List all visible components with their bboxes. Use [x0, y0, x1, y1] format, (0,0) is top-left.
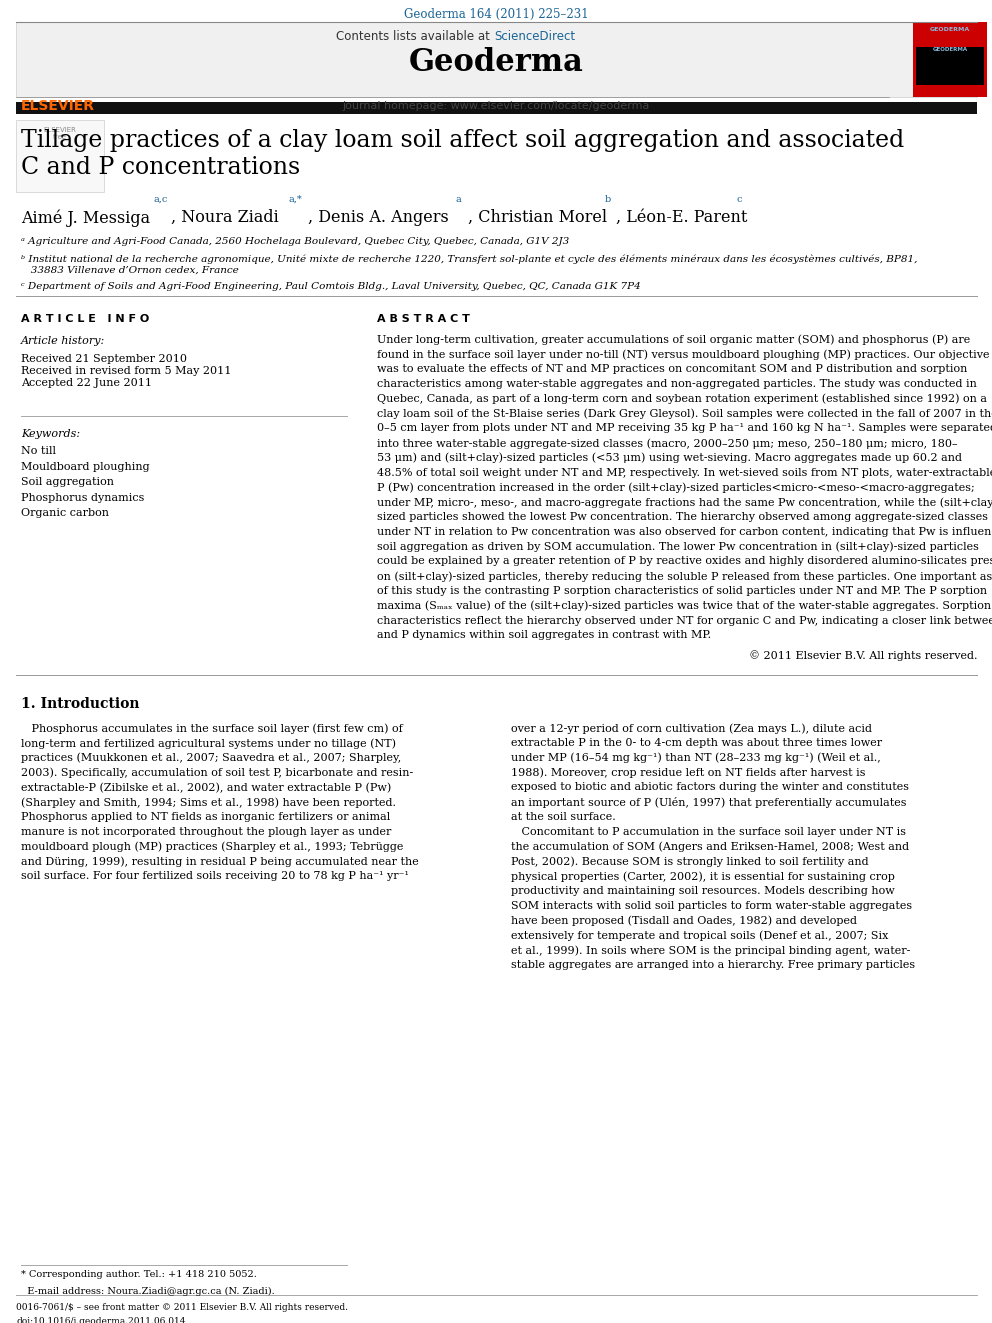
Text: 53 μm) and (silt+clay)-sized particles (<53 μm) using wet-sieving. Macro aggrega: 53 μm) and (silt+clay)-sized particles (…	[377, 452, 962, 463]
Text: Organic carbon: Organic carbon	[21, 508, 109, 519]
Text: GEODERMA: GEODERMA	[930, 26, 970, 32]
Text: Keywords:: Keywords:	[21, 430, 80, 439]
Text: into three water-stable aggregate-sized classes (macro, 2000–250 μm; meso, 250–1: into three water-stable aggregate-sized …	[377, 438, 957, 448]
Bar	[16, 102, 977, 114]
Text: Phosphorus accumulates in the surface soil layer (first few cm) of: Phosphorus accumulates in the surface so…	[21, 724, 403, 734]
Text: extensively for temperate and tropical soils (Denef et al., 2007; Six: extensively for temperate and tropical s…	[511, 930, 888, 941]
Text: soil aggregation as driven by SOM accumulation. The lower Pw concentration in (s: soil aggregation as driven by SOM accumu…	[377, 541, 979, 552]
Text: extractable P in the 0- to 4-cm depth was about three times lower: extractable P in the 0- to 4-cm depth wa…	[511, 738, 882, 747]
Text: ᵃ Agriculture and Agri-Food Canada, 2560 Hochelaga Boulevard, Quebec City, Quebe: ᵃ Agriculture and Agri-Food Canada, 2560…	[21, 237, 569, 246]
Text: Aimé J. Messiga: Aimé J. Messiga	[21, 209, 156, 226]
Text: et al., 1999). In soils where SOM is the principal binding agent, water-: et al., 1999). In soils where SOM is the…	[511, 945, 911, 955]
Text: ELSEVIER: ELSEVIER	[21, 99, 95, 112]
Text: of this study is the contrasting P sorption characteristics of solid particles u: of this study is the contrasting P sorpt…	[377, 586, 987, 595]
Text: on (silt+clay)-sized particles, thereby reducing the soluble P released from the: on (silt+clay)-sized particles, thereby …	[377, 572, 992, 582]
Text: P (Pw) concentration increased in the order (silt+clay)-sized particles<micro-<m: P (Pw) concentration increased in the or…	[377, 483, 975, 493]
Text: Mouldboard ploughing: Mouldboard ploughing	[21, 462, 150, 472]
Text: manure is not incorporated throughout the plough layer as under: manure is not incorporated throughout th…	[21, 827, 392, 837]
Text: doi:10.1016/j.geoderma.2011.06.014: doi:10.1016/j.geoderma.2011.06.014	[16, 1316, 186, 1323]
Text: a,c: a,c	[153, 194, 168, 204]
Text: Tillage practices of a clay loam soil affect soil aggregation and associated
C a: Tillage practices of a clay loam soil af…	[21, 130, 905, 179]
Text: was to evaluate the effects of NT and MP practices on concomitant SOM and P dist: was to evaluate the effects of NT and MP…	[377, 364, 967, 374]
Text: Article history:: Article history:	[21, 336, 105, 347]
Text: c: c	[736, 194, 741, 204]
Text: a: a	[456, 194, 461, 204]
Text: journal homepage: www.elsevier.com/locate/geoderma: journal homepage: www.elsevier.com/locat…	[342, 101, 650, 111]
Text: characteristics reflect the hierarchy observed under NT for organic C and Pw, in: characteristics reflect the hierarchy ob…	[377, 615, 992, 626]
Text: 0–5 cm layer from plots under NT and MP receiving 35 kg P ha⁻¹ and 160 kg N ha⁻¹: 0–5 cm layer from plots under NT and MP …	[377, 423, 992, 433]
Text: a,*: a,*	[288, 194, 302, 204]
Text: © 2011 Elsevier B.V. All rights reserved.: © 2011 Elsevier B.V. All rights reserved…	[749, 650, 977, 662]
Text: , Christian Morel: , Christian Morel	[468, 209, 612, 226]
Bar	[914, 22, 987, 97]
Text: No till: No till	[21, 446, 56, 456]
Text: soil surface. For four fertilized soils receiving 20 to 78 kg P ha⁻¹ yr⁻¹: soil surface. For four fertilized soils …	[21, 872, 409, 881]
Text: over a 12-yr period of corn cultivation (Zea mays L.), dilute acid: over a 12-yr period of corn cultivation …	[511, 724, 872, 734]
Text: Soil aggregation: Soil aggregation	[21, 478, 114, 487]
Text: 0016-7061/$ – see front matter © 2011 Elsevier B.V. All rights reserved.: 0016-7061/$ – see front matter © 2011 El…	[16, 1303, 348, 1312]
Text: Under long-term cultivation, greater accumulations of soil organic matter (SOM) : Under long-term cultivation, greater acc…	[377, 335, 970, 345]
Text: ᵇ Institut national de la recherche agronomique, Unité mixte de recherche 1220, : ᵇ Institut national de la recherche agro…	[21, 255, 918, 275]
Text: * Corresponding author. Tel.: +1 418 210 5052.: * Corresponding author. Tel.: +1 418 210…	[21, 1270, 257, 1279]
Text: (Sharpley and Smith, 1994; Sims et al., 1998) have been reported.: (Sharpley and Smith, 1994; Sims et al., …	[21, 798, 396, 808]
Text: practices (Muukkonen et al., 2007; Saavedra et al., 2007; Sharpley,: practices (Muukkonen et al., 2007; Saave…	[21, 753, 401, 763]
Text: could be explained by a greater retention of P by reactive oxides and highly dis: could be explained by a greater retentio…	[377, 557, 992, 566]
Text: Geoderma: Geoderma	[409, 48, 583, 78]
Text: 2003). Specifically, accumulation of soil test P, bicarbonate and resin-: 2003). Specifically, accumulation of soi…	[21, 767, 414, 778]
Text: under MP, micro-, meso-, and macro-aggregate fractions had the same Pw concentra: under MP, micro-, meso-, and macro-aggre…	[377, 497, 992, 508]
Text: under MP (16–54 mg kg⁻¹) than NT (28–233 mg kg⁻¹) (Weil et al.,: under MP (16–54 mg kg⁻¹) than NT (28–233…	[511, 753, 881, 763]
Bar	[917, 48, 984, 85]
Text: ELSEVIER
tree: ELSEVIER tree	[44, 127, 76, 140]
Text: extractable-P (Zibilske et al., 2002), and water extractable P (Pw): extractable-P (Zibilske et al., 2002), a…	[21, 782, 391, 792]
Bar	[16, 120, 104, 192]
Text: ScienceDirect: ScienceDirect	[494, 30, 575, 44]
Text: at the soil surface.: at the soil surface.	[511, 812, 616, 822]
Text: E-mail address: Noura.Ziadi@agr.gc.ca (N. Ziadi).: E-mail address: Noura.Ziadi@agr.gc.ca (N…	[21, 1287, 275, 1297]
Text: stable aggregates are arranged into a hierarchy. Free primary particles: stable aggregates are arranged into a hi…	[511, 960, 915, 970]
Text: and P dynamics within soil aggregates in contrast with MP.: and P dynamics within soil aggregates in…	[377, 630, 711, 640]
Text: clay loam soil of the St-Blaise series (Dark Grey Gleysol). Soil samples were co: clay loam soil of the St-Blaise series (…	[377, 409, 992, 419]
Text: , Léon-E. Parent: , Léon-E. Parent	[616, 209, 753, 226]
Text: under NT in relation to Pw concentration was also observed for carbon content, i: under NT in relation to Pw concentration…	[377, 527, 992, 537]
Text: , Denis A. Angers: , Denis A. Angers	[308, 209, 454, 226]
Text: A B S T R A C T: A B S T R A C T	[377, 315, 470, 324]
Text: characteristics among water-stable aggregates and non-aggregated particles. The : characteristics among water-stable aggre…	[377, 378, 977, 389]
Text: A R T I C L E   I N F O: A R T I C L E I N F O	[21, 315, 149, 324]
Bar	[16, 22, 977, 97]
Text: Contents lists available at: Contents lists available at	[336, 30, 494, 44]
Text: Phosphorus applied to NT fields as inorganic fertilizers or animal: Phosphorus applied to NT fields as inorg…	[21, 812, 390, 822]
Text: maxima (Sₘₐₓ value) of the (silt+clay)-sized particles was twice that of the wat: maxima (Sₘₐₓ value) of the (silt+clay)-s…	[377, 601, 991, 611]
Text: ᶜ Department of Soils and Agri-Food Engineering, Paul Comtois Bldg., Laval Unive: ᶜ Department of Soils and Agri-Food Engi…	[21, 282, 641, 291]
Text: , Noura Ziadi: , Noura Ziadi	[171, 209, 284, 226]
Text: an important source of P (Ulén, 1997) that preferentially accumulates: an important source of P (Ulén, 1997) th…	[511, 798, 907, 808]
Text: and Düring, 1999), resulting in residual P being accumulated near the: and Düring, 1999), resulting in residual…	[21, 856, 419, 867]
Text: sized particles showed the lowest Pw concentration. The hierarchy observed among: sized particles showed the lowest Pw con…	[377, 512, 988, 523]
Text: Received 21 September 2010
Received in revised form 5 May 2011
Accepted 22 June : Received 21 September 2010 Received in r…	[21, 355, 231, 388]
Text: productivity and maintaining soil resources. Models describing how: productivity and maintaining soil resour…	[511, 886, 895, 896]
Text: Phosphorus dynamics: Phosphorus dynamics	[21, 493, 145, 503]
Text: 1988). Moreover, crop residue left on NT fields after harvest is: 1988). Moreover, crop residue left on NT…	[511, 767, 865, 778]
Text: exposed to biotic and abiotic factors during the winter and constitutes: exposed to biotic and abiotic factors du…	[511, 782, 909, 792]
Text: long-term and fertilized agricultural systems under no tillage (NT): long-term and fertilized agricultural sy…	[21, 738, 396, 749]
Text: the accumulation of SOM (Angers and Eriksen-Hamel, 2008; West and: the accumulation of SOM (Angers and Erik…	[511, 841, 909, 852]
Text: Post, 2002). Because SOM is strongly linked to soil fertility and: Post, 2002). Because SOM is strongly lin…	[511, 856, 869, 867]
Text: have been proposed (Tisdall and Oades, 1982) and developed: have been proposed (Tisdall and Oades, 1…	[511, 916, 857, 926]
Text: SOM interacts with solid soil particles to form water-stable aggregates: SOM interacts with solid soil particles …	[511, 901, 912, 910]
Text: GEODERMA: GEODERMA	[932, 48, 968, 52]
Text: Quebec, Canada, as part of a long-term corn and soybean rotation experiment (est: Quebec, Canada, as part of a long-term c…	[377, 394, 987, 404]
Text: 48.5% of total soil weight under NT and MP, respectively. In wet-sieved soils fr: 48.5% of total soil weight under NT and …	[377, 467, 992, 478]
Text: Concomitant to P accumulation in the surface soil layer under NT is: Concomitant to P accumulation in the sur…	[511, 827, 906, 837]
Text: b: b	[605, 194, 611, 204]
Text: physical properties (Carter, 2002), it is essential for sustaining crop: physical properties (Carter, 2002), it i…	[511, 872, 895, 881]
Text: 1. Introduction: 1. Introduction	[21, 697, 140, 712]
Text: mouldboard plough (MP) practices (Sharpley et al., 1993; Tebrügge: mouldboard plough (MP) practices (Sharpl…	[21, 841, 404, 852]
Text: found in the surface soil layer under no-till (NT) versus mouldboard ploughing (: found in the surface soil layer under no…	[377, 349, 989, 360]
Text: Geoderma 164 (2011) 225–231: Geoderma 164 (2011) 225–231	[404, 8, 588, 21]
